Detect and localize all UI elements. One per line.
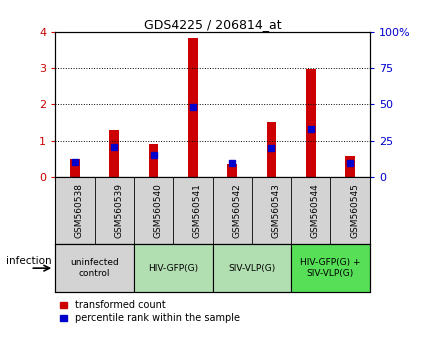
Text: GSM560538: GSM560538 xyxy=(75,183,84,238)
Text: GSM560544: GSM560544 xyxy=(311,183,320,238)
Bar xyxy=(55,244,134,292)
Bar xyxy=(345,156,355,177)
Bar xyxy=(212,244,291,292)
Bar xyxy=(306,69,316,177)
Bar xyxy=(134,244,212,292)
Text: GSM560543: GSM560543 xyxy=(272,183,280,238)
Bar xyxy=(188,38,198,177)
Text: HIV-GFP(G): HIV-GFP(G) xyxy=(148,264,198,273)
Text: GSM560541: GSM560541 xyxy=(193,183,202,238)
Text: SIV-VLP(G): SIV-VLP(G) xyxy=(228,264,275,273)
Text: uninfected
control: uninfected control xyxy=(70,258,119,278)
Title: GDS4225 / 206814_at: GDS4225 / 206814_at xyxy=(144,18,281,31)
Text: GSM560545: GSM560545 xyxy=(350,183,359,238)
Text: GSM560539: GSM560539 xyxy=(114,183,123,238)
Bar xyxy=(149,144,159,177)
Legend: transformed count, percentile rank within the sample: transformed count, percentile rank withi… xyxy=(60,301,240,323)
Bar xyxy=(291,244,370,292)
Text: HIV-GFP(G) +
SIV-VLP(G): HIV-GFP(G) + SIV-VLP(G) xyxy=(300,258,361,278)
Text: GSM560540: GSM560540 xyxy=(153,183,162,238)
Bar xyxy=(227,164,237,177)
Bar xyxy=(70,159,80,177)
Bar xyxy=(109,130,119,177)
Text: infection: infection xyxy=(6,256,51,266)
Bar xyxy=(266,122,276,177)
Text: GSM560542: GSM560542 xyxy=(232,183,241,238)
